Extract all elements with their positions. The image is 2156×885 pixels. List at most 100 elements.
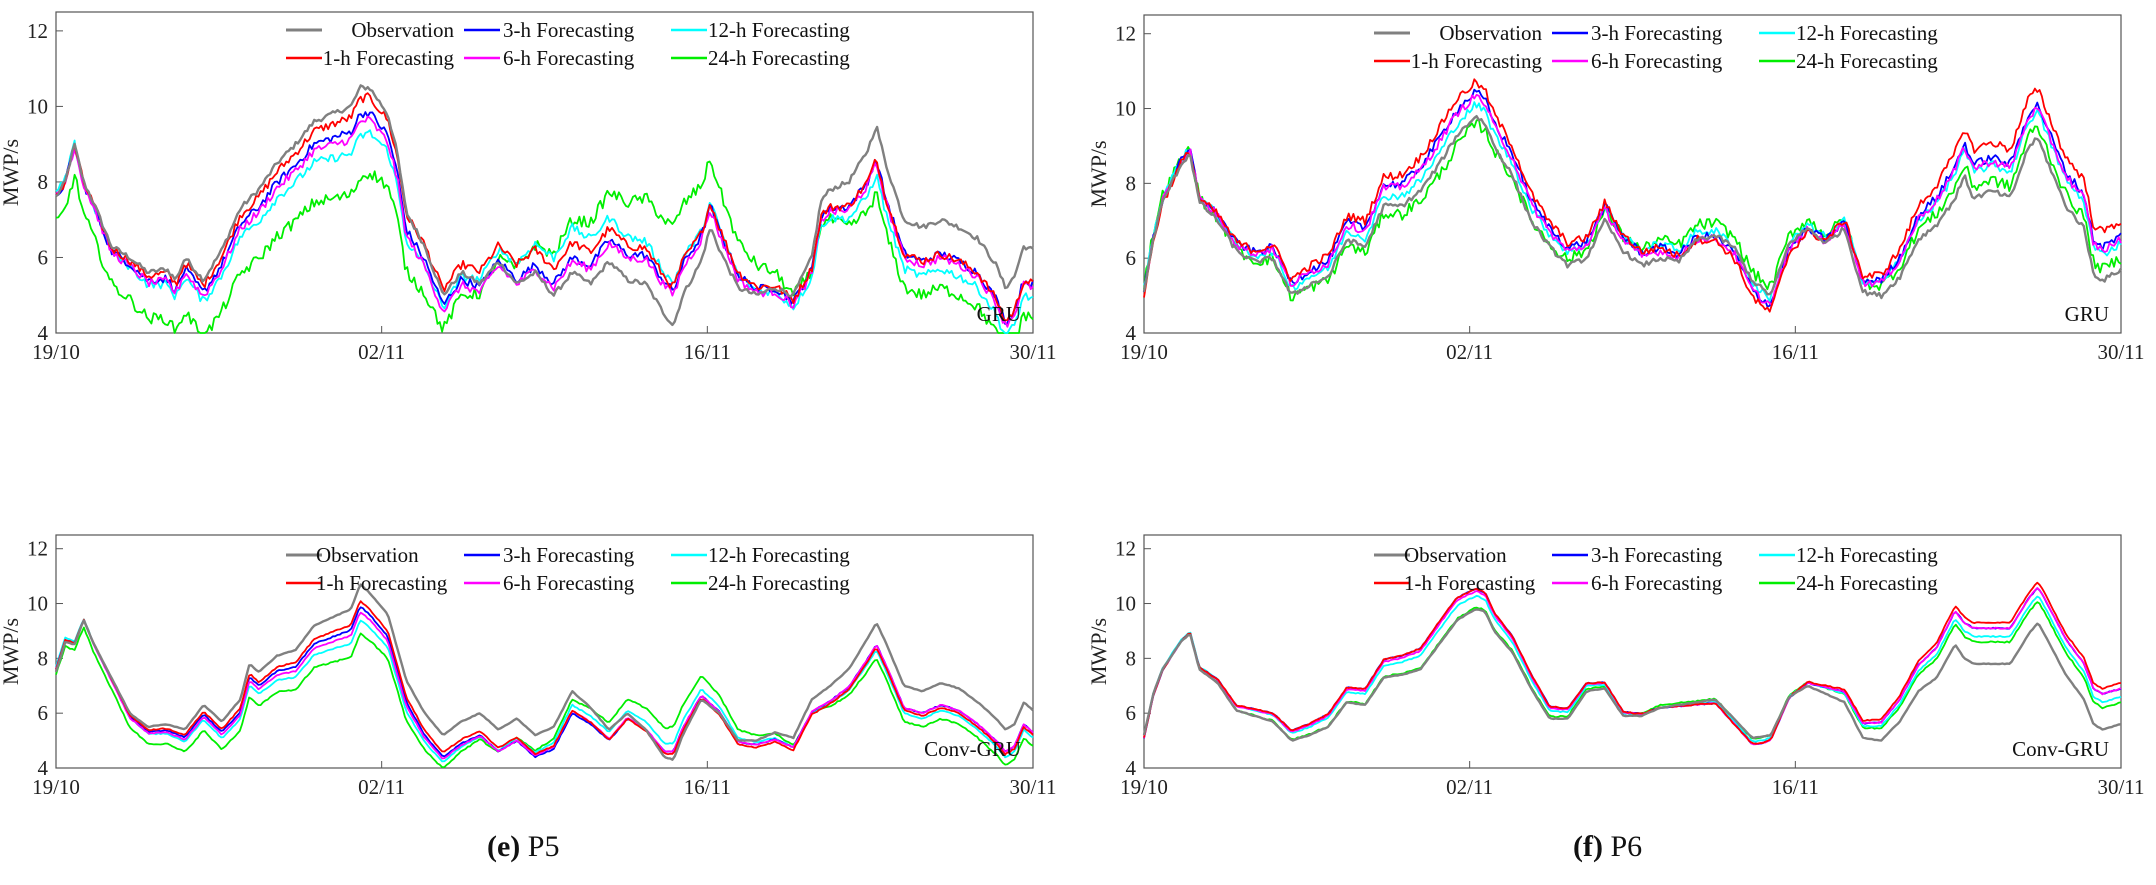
y-tick-label: 4 bbox=[1126, 756, 1137, 780]
y-tick-label: 6 bbox=[1126, 246, 1137, 270]
y-axis-label: MWP/s bbox=[0, 139, 23, 206]
series-line-1h bbox=[1143, 581, 2122, 745]
legend-label-obs: Observation bbox=[1404, 543, 1507, 567]
y-tick-label: 4 bbox=[38, 756, 49, 780]
legend: Observation 1-h Forecasting 3-h Forecastin… bbox=[1374, 21, 1938, 73]
y-tick-label: 10 bbox=[27, 592, 48, 616]
y-tick-label: 12 bbox=[1115, 537, 1136, 561]
legend-label-12h: 12-h Forecasting bbox=[708, 18, 850, 42]
caption-e: (e) P5 bbox=[487, 830, 559, 864]
legend-label-24h: 24-h Forecasting bbox=[708, 571, 850, 595]
caption-f-letter: (f) bbox=[1573, 830, 1603, 863]
legend-label-12h: 12-h Forecasting bbox=[1796, 21, 1938, 45]
y-axis-label: MWP/s bbox=[1086, 140, 1111, 207]
legend-label-obs: Observation bbox=[1439, 21, 1542, 45]
y-axis-label: MWP/s bbox=[0, 618, 23, 685]
series-line-6h bbox=[55, 611, 1034, 760]
y-tick-label: 6 bbox=[1126, 701, 1137, 725]
series-line-1h bbox=[55, 92, 1034, 322]
legend-label-24h: 24-h Forecasting bbox=[708, 46, 850, 70]
chart-panel-P6-GRU: 4 6 8 10 12 19/10 02/11 16/11 30/11 MWP/s GRU Obser… bbox=[1086, 14, 2145, 364]
x-tick-label: 16/11 bbox=[1772, 775, 1819, 799]
x-tick-label: 19/10 bbox=[32, 775, 80, 799]
x-tick-label: 30/11 bbox=[1009, 340, 1056, 364]
series-line-1h bbox=[55, 600, 1034, 756]
series-line-6h bbox=[55, 115, 1034, 328]
legend-label-obs: Observation bbox=[316, 543, 419, 567]
y-tick-label: 8 bbox=[38, 170, 49, 194]
plot-frame bbox=[1143, 534, 2122, 769]
caption-e-letter: (e) bbox=[487, 830, 521, 863]
y-tick-label: 4 bbox=[1126, 321, 1137, 345]
caption-f-name: P6 bbox=[1610, 830, 1643, 863]
x-tick-label: 30/11 bbox=[2097, 340, 2144, 364]
caption-f: (f) P6 bbox=[1573, 830, 1642, 864]
legend-label-6h: 6-h Forecasting bbox=[1591, 49, 1723, 73]
y-tick-label: 10 bbox=[1115, 592, 1136, 616]
legend-label-24h: 24-h Forecasting bbox=[1796, 49, 1938, 73]
model-label: Conv-GRU bbox=[2012, 737, 2109, 761]
legend-label-obs: Observation bbox=[351, 18, 454, 42]
legend-label-6h: 6-h Forecasting bbox=[503, 571, 635, 595]
series-line-12h bbox=[1143, 101, 2122, 303]
series-line-24h bbox=[55, 626, 1034, 768]
y-tick-label: 4 bbox=[38, 321, 49, 345]
series-line-3h bbox=[1143, 587, 2122, 745]
chart-panel-P6-Conv-GRU: 4 6 8 10 12 19/10 02/11 16/11 30/11 MWP/s Conv-GRU… bbox=[1086, 534, 2145, 799]
series-line-obs bbox=[55, 84, 1034, 327]
series-line-12h bbox=[55, 129, 1034, 334]
series-line-24h bbox=[1143, 119, 2122, 302]
legend-label-3h: 3-h Forecasting bbox=[503, 18, 635, 42]
series-line-6h bbox=[1143, 587, 2122, 746]
model-label: GRU bbox=[2065, 302, 2109, 326]
legend-label-1h: 1-h Forecasting bbox=[316, 571, 448, 595]
legend-label-3h: 3-h Forecasting bbox=[1591, 543, 1723, 567]
series-line-24h bbox=[55, 160, 1034, 334]
y-tick-label: 12 bbox=[27, 19, 48, 43]
x-tick-label: 02/11 bbox=[1446, 775, 1493, 799]
plot-frame bbox=[1143, 14, 2122, 334]
x-tick-label: 19/10 bbox=[1120, 340, 1168, 364]
legend-label-1h: 1-h Forecasting bbox=[1404, 571, 1536, 595]
x-tick-label: 19/10 bbox=[32, 340, 80, 364]
chart-panel-P5-GRU: 4 6 8 10 12 19/10 02/11 16/11 30/11 MWP/s GRU Obser… bbox=[0, 11, 1057, 364]
legend-label-3h: 3-h Forecasting bbox=[1591, 21, 1723, 45]
y-tick-label: 10 bbox=[27, 94, 48, 118]
chart-panel-P5-Conv-GRU: 4 6 8 10 12 19/10 02/11 16/11 30/11 MWP/s Conv-GRU… bbox=[0, 534, 1057, 799]
x-tick-label: 16/11 bbox=[1772, 340, 1819, 364]
x-tick-label: 19/10 bbox=[1120, 775, 1168, 799]
y-tick-label: 8 bbox=[1126, 646, 1137, 670]
legend: Observation 1-h Forecasting 3-h Forecastin… bbox=[1374, 543, 1938, 595]
y-axis-label: MWP/s bbox=[1086, 618, 1111, 685]
legend-label-1h: 1-h Forecasting bbox=[323, 46, 455, 70]
series-line-6h bbox=[1143, 93, 2122, 306]
legend-label-24h: 24-h Forecasting bbox=[1796, 571, 1938, 595]
series-line-obs bbox=[1142, 114, 2123, 300]
y-tick-label: 8 bbox=[1126, 171, 1137, 195]
model-label: GRU bbox=[977, 302, 1021, 326]
x-tick-label: 02/11 bbox=[1446, 340, 1493, 364]
y-tick-label: 6 bbox=[38, 245, 49, 269]
x-tick-label: 30/11 bbox=[2097, 775, 2144, 799]
legend-label-3h: 3-h Forecasting bbox=[503, 543, 635, 567]
series-line-3h bbox=[55, 111, 1034, 325]
y-tick-label: 12 bbox=[27, 537, 48, 561]
legend-label-12h: 12-h Forecasting bbox=[1796, 543, 1938, 567]
series-line-obs bbox=[1142, 608, 2122, 742]
y-tick-label: 8 bbox=[38, 646, 49, 670]
series-line-12h bbox=[55, 618, 1034, 763]
legend-label-12h: 12-h Forecasting bbox=[708, 543, 850, 567]
x-tick-label: 16/11 bbox=[684, 775, 731, 799]
y-tick-label: 12 bbox=[1115, 22, 1136, 46]
legend-label-1h: 1-h Forecasting bbox=[1411, 49, 1543, 73]
x-tick-label: 02/11 bbox=[358, 775, 405, 799]
x-tick-label: 02/11 bbox=[358, 340, 405, 364]
series-line-1h bbox=[1143, 78, 2122, 313]
legend: Observation 1-h Forecasting 3-h Forecastin… bbox=[286, 18, 850, 70]
x-tick-label: 30/11 bbox=[1009, 775, 1056, 799]
series-line-3h bbox=[55, 606, 1034, 759]
legend-label-6h: 6-h Forecasting bbox=[1591, 571, 1723, 595]
series-line-12h bbox=[1143, 594, 2122, 743]
y-tick-label: 6 bbox=[38, 701, 49, 725]
